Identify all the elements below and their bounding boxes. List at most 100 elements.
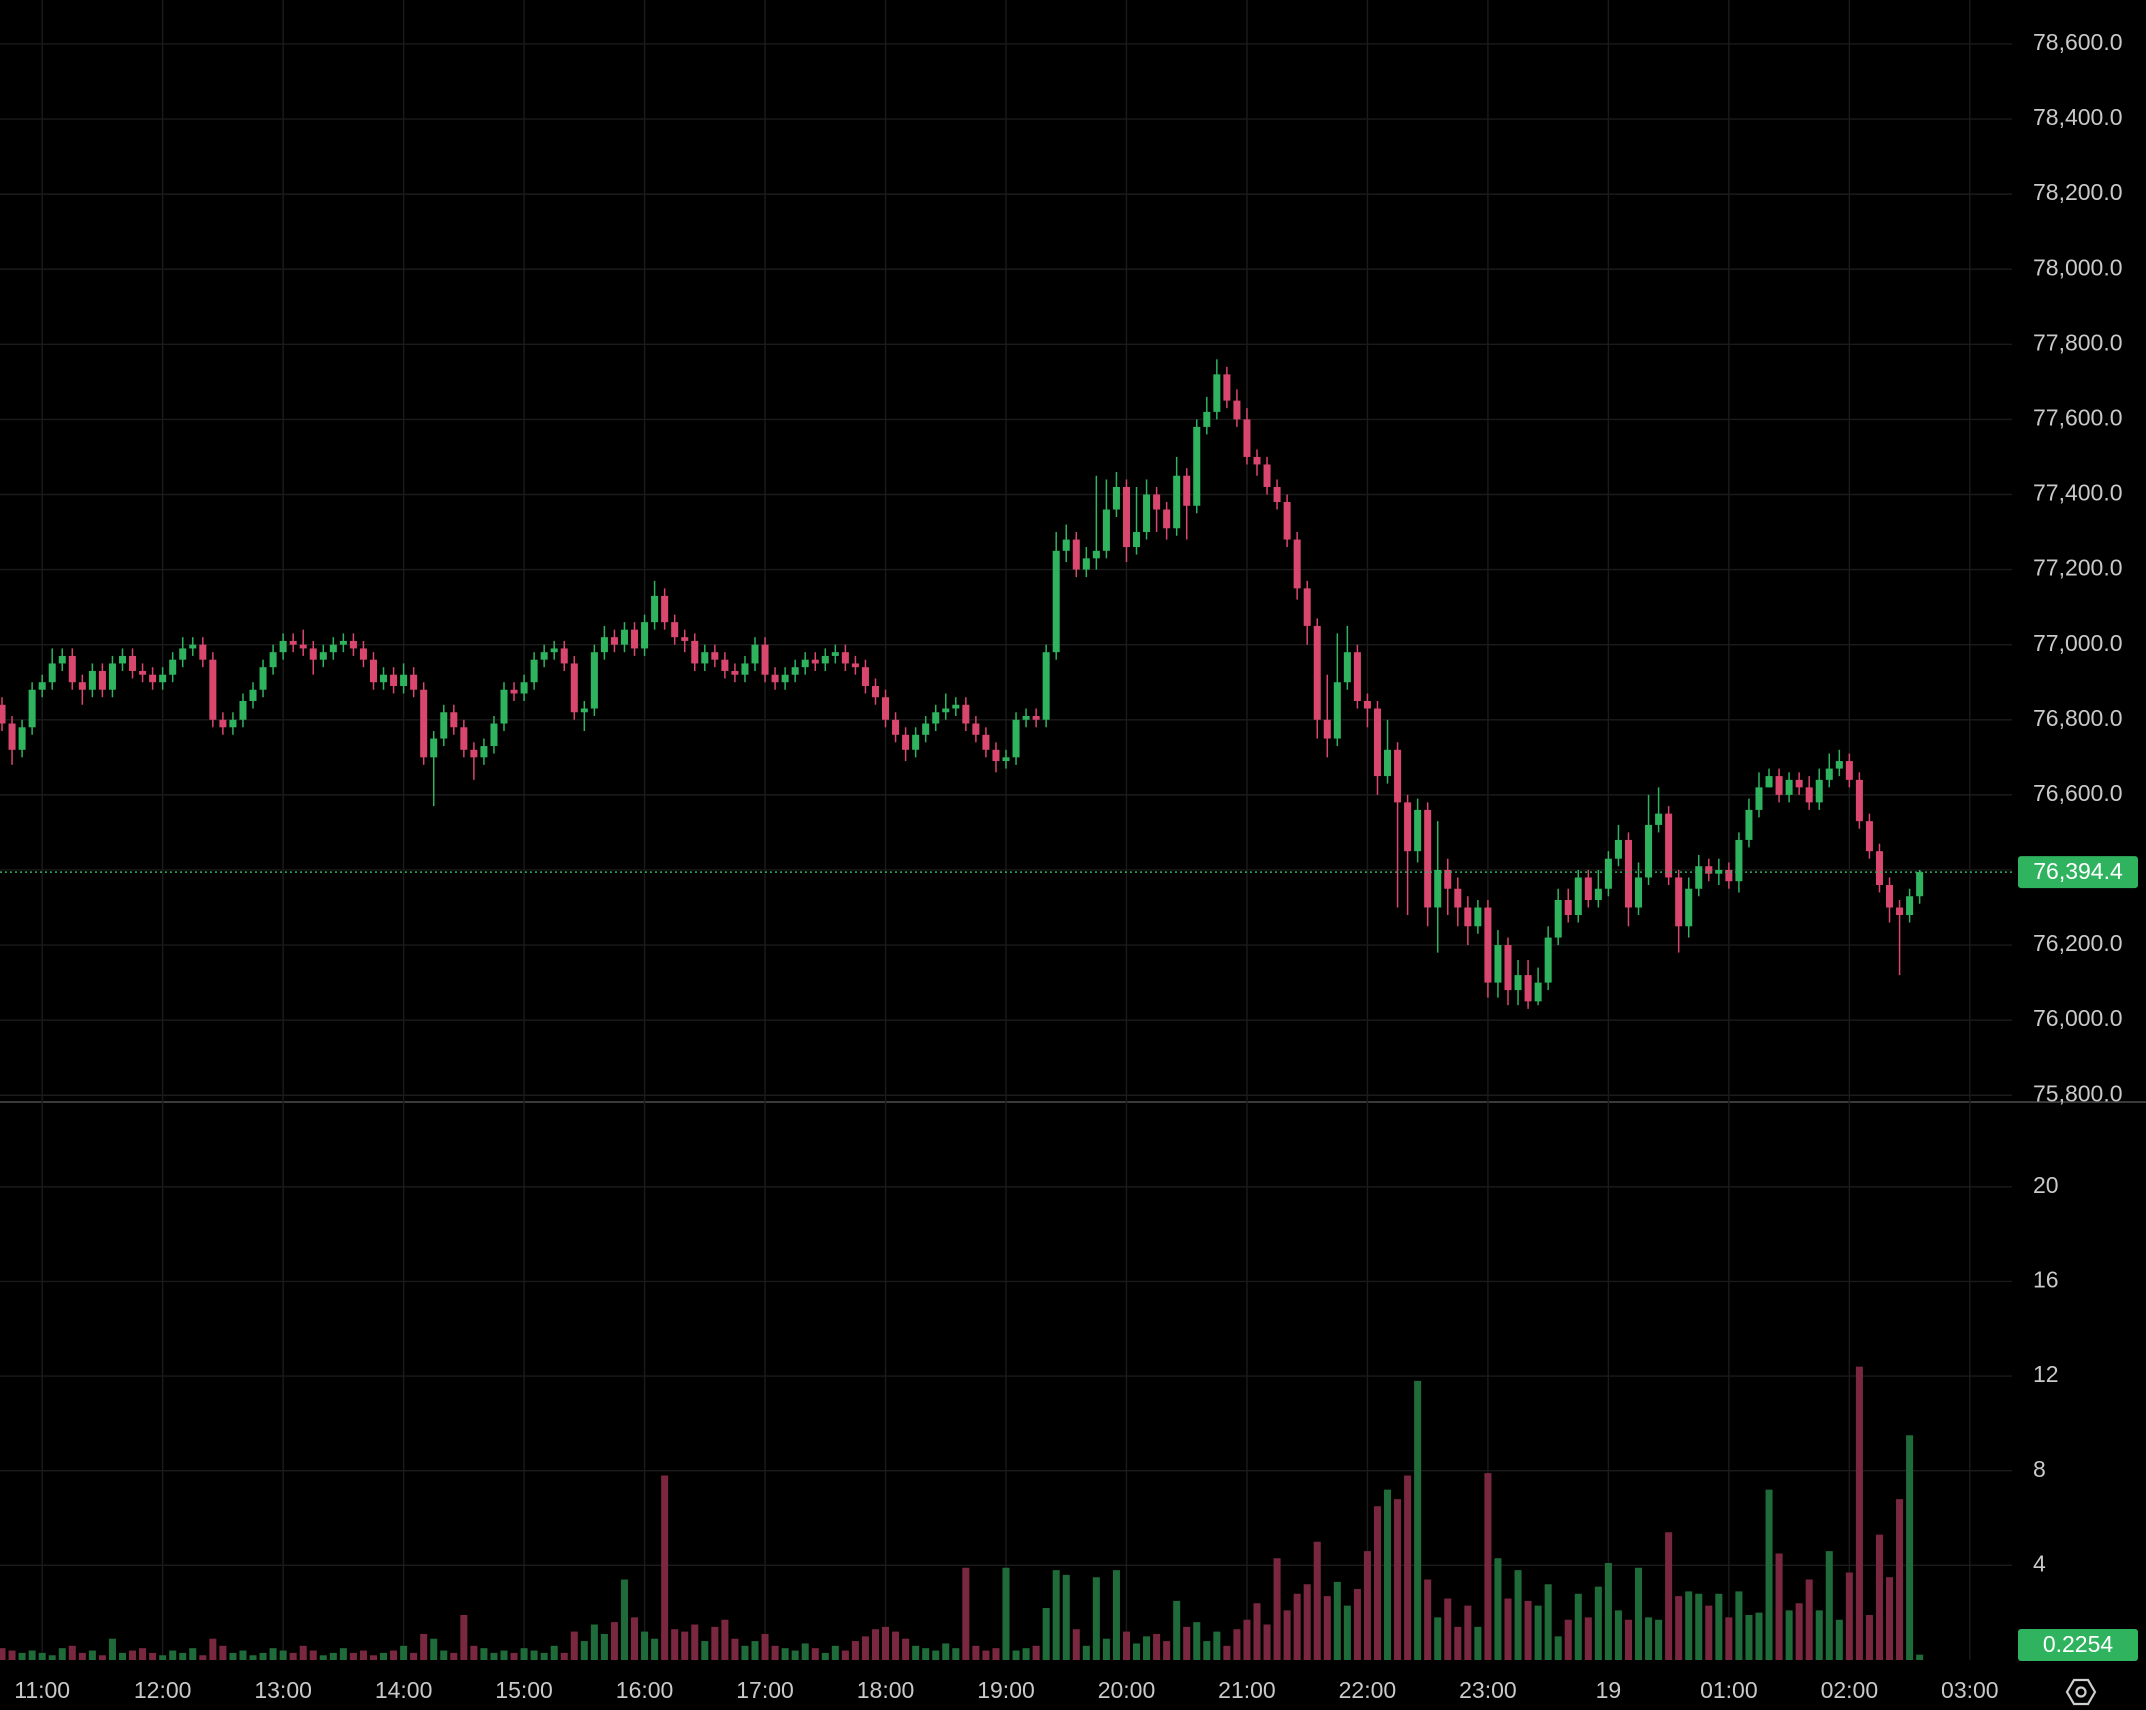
candle-body xyxy=(1916,872,1924,897)
candle-body xyxy=(169,659,177,675)
candle-body xyxy=(1353,652,1361,701)
candle-body xyxy=(410,674,418,690)
x-tick-label: 03:00 xyxy=(1941,1677,1999,1703)
candle-body xyxy=(1745,809,1753,840)
candle-body xyxy=(1614,839,1622,859)
candle-body xyxy=(771,674,779,683)
candle-body xyxy=(871,685,879,698)
candle-body xyxy=(1544,937,1552,983)
candle-body xyxy=(942,708,950,713)
candle-body xyxy=(1293,539,1301,589)
candle-body xyxy=(1865,821,1873,852)
candle-body xyxy=(279,640,287,653)
candle-body xyxy=(1885,884,1894,908)
y-tick-label: 77,800.0 xyxy=(2033,329,2123,355)
x-tick-label: 12:00 xyxy=(134,1677,192,1703)
candle-body xyxy=(711,652,719,660)
candle-body xyxy=(1875,851,1883,885)
candle-body xyxy=(1102,509,1110,551)
candle-body xyxy=(1845,761,1853,780)
candle-body xyxy=(309,648,317,660)
candle-body xyxy=(1223,374,1231,401)
candle-body xyxy=(520,682,528,694)
candle-body xyxy=(1163,509,1171,529)
candle-body xyxy=(1815,779,1823,803)
candle-body xyxy=(480,746,488,758)
candle-body xyxy=(1062,539,1070,551)
y-tick-label: 76,600.0 xyxy=(2033,780,2123,806)
candle-body xyxy=(159,674,167,683)
candle-body xyxy=(349,640,357,649)
candle-body xyxy=(580,708,588,713)
candle-body xyxy=(761,644,769,675)
candle-body xyxy=(1273,486,1281,503)
candle-body xyxy=(600,637,608,653)
candle-body xyxy=(510,689,518,694)
candle-body xyxy=(1705,866,1713,874)
candle-body xyxy=(1765,776,1773,788)
candle-body xyxy=(98,670,106,690)
y-tick-label: 77,200.0 xyxy=(2033,555,2123,581)
candle-body xyxy=(1855,779,1863,822)
y-tick-label: 78,600.0 xyxy=(2033,29,2123,55)
x-tick-label: 17:00 xyxy=(736,1677,794,1703)
candle-body xyxy=(1333,682,1341,739)
x-tick-label: 18:00 xyxy=(857,1677,915,1703)
y-tick-label: 77,000.0 xyxy=(2033,630,2123,656)
settings-icon[interactable] xyxy=(2065,1678,2097,1706)
candle-body xyxy=(972,723,980,735)
candle-body xyxy=(1253,456,1261,465)
candle-body xyxy=(1233,400,1241,420)
candle-body xyxy=(1454,888,1462,908)
candle-body xyxy=(851,663,859,668)
candle-body xyxy=(1012,719,1020,758)
candle-body xyxy=(369,659,377,683)
candle-body xyxy=(1805,787,1813,803)
candle-body xyxy=(1695,866,1703,889)
candle-body xyxy=(88,670,96,690)
candle-body xyxy=(470,749,478,758)
candle-body xyxy=(1203,411,1211,427)
candle-body xyxy=(118,655,127,664)
candle-body xyxy=(1906,896,1914,916)
candle-body xyxy=(1052,550,1060,653)
candle-body xyxy=(1434,869,1442,908)
candle-body xyxy=(209,659,217,720)
candle-body xyxy=(48,663,56,683)
candle-body xyxy=(1002,757,1010,762)
candle-body xyxy=(1213,374,1221,412)
candle-body xyxy=(1725,869,1733,882)
candle-body xyxy=(1524,975,1532,1002)
candle-body xyxy=(1504,945,1512,991)
candle-body xyxy=(289,640,297,645)
candle-body xyxy=(1655,813,1663,825)
candle-body xyxy=(359,648,367,660)
x-tick-label: 23:00 xyxy=(1459,1677,1517,1703)
candle-body xyxy=(1444,869,1452,889)
x-tick-label: 21:00 xyxy=(1218,1677,1276,1703)
x-tick-label: 01:00 xyxy=(1700,1677,1758,1703)
candle-body xyxy=(952,704,960,709)
candle-body xyxy=(992,749,1000,762)
candle-body xyxy=(139,670,147,675)
candle-body xyxy=(1665,813,1673,878)
x-tick-label: 15:00 xyxy=(495,1677,553,1703)
candle-body xyxy=(1384,749,1392,777)
candle-body xyxy=(1825,768,1833,780)
candle-body xyxy=(681,637,689,641)
candle-body xyxy=(560,648,568,664)
candle-body xyxy=(189,644,197,649)
candle-body xyxy=(28,689,36,728)
volume-tick-label: 4 xyxy=(2033,1550,2046,1576)
candle-body xyxy=(631,629,639,649)
candle-body xyxy=(420,689,428,758)
volume-tick-label: 8 xyxy=(2033,1456,2046,1482)
candle-body xyxy=(1735,839,1743,882)
y-tick-label: 77,400.0 xyxy=(2033,480,2123,506)
candle-body xyxy=(1624,839,1632,908)
candle-body xyxy=(219,719,227,728)
y-tick-label: 75,800.0 xyxy=(2033,1080,2123,1106)
candle-body xyxy=(570,663,578,713)
